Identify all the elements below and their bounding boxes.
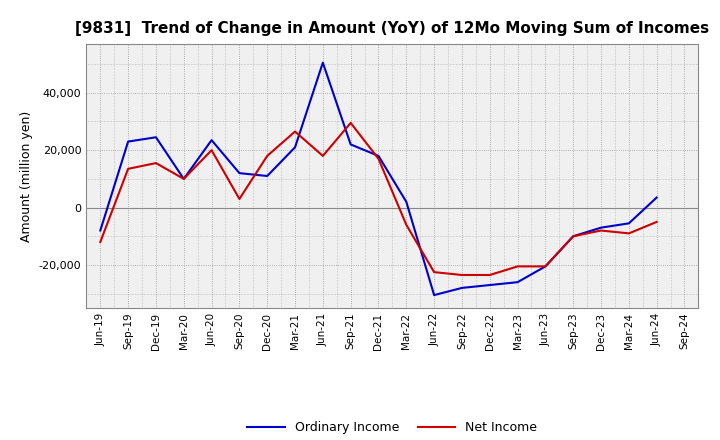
Line: Ordinary Income: Ordinary Income [100,62,657,295]
Ordinary Income [124,139,132,144]
Ordinary Income [513,279,522,285]
Ordinary Income [152,135,161,140]
Ordinary Income [263,173,271,179]
Net Income [624,231,633,236]
Net Income [569,234,577,239]
Ordinary Income [96,228,104,233]
Net Income [346,120,355,125]
Net Income [652,219,661,224]
Net Income [430,269,438,275]
Y-axis label: Amount (million yen): Amount (million yen) [20,110,33,242]
Ordinary Income [569,234,577,239]
Net Income [458,272,467,278]
Net Income [263,153,271,158]
Ordinary Income [318,60,327,65]
Ordinary Income [485,282,494,288]
Ordinary Income [624,221,633,226]
Legend: Ordinary Income, Net Income: Ordinary Income, Net Income [243,416,542,439]
Net Income [513,264,522,269]
Ordinary Income [235,170,243,176]
Ordinary Income [652,195,661,200]
Net Income [235,196,243,202]
Net Income [291,129,300,134]
Net Income [597,228,606,233]
Ordinary Income [346,142,355,147]
Net Income [179,176,188,182]
Line: Net Income: Net Income [100,123,657,275]
Net Income [541,264,550,269]
Ordinary Income [291,145,300,150]
Net Income [485,272,494,278]
Title: [9831]  Trend of Change in Amount (YoY) of 12Mo Moving Sum of Incomes: [9831] Trend of Change in Amount (YoY) o… [76,21,709,36]
Ordinary Income [430,293,438,298]
Net Income [402,222,410,227]
Ordinary Income [207,137,216,143]
Net Income [318,153,327,158]
Ordinary Income [374,153,383,158]
Net Income [374,156,383,161]
Ordinary Income [541,264,550,269]
Net Income [207,147,216,153]
Ordinary Income [458,285,467,290]
Net Income [124,166,132,172]
Net Income [152,161,161,166]
Ordinary Income [597,225,606,230]
Ordinary Income [402,199,410,205]
Net Income [96,239,104,245]
Ordinary Income [179,176,188,182]
